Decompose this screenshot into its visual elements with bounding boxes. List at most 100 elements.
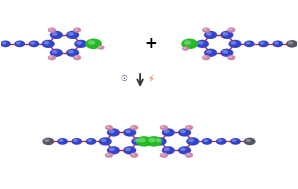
Circle shape (123, 146, 136, 154)
Circle shape (227, 55, 235, 60)
Circle shape (125, 147, 131, 151)
Circle shape (220, 49, 233, 57)
Circle shape (44, 41, 49, 45)
Circle shape (202, 138, 212, 145)
Circle shape (258, 40, 269, 47)
Circle shape (222, 50, 228, 54)
Circle shape (101, 139, 107, 142)
Circle shape (85, 39, 102, 49)
Circle shape (216, 138, 226, 145)
Circle shape (73, 139, 78, 142)
Circle shape (161, 153, 165, 156)
Circle shape (228, 28, 232, 31)
Circle shape (160, 125, 168, 130)
Circle shape (180, 147, 186, 151)
Text: ☉: ☉ (120, 74, 127, 83)
Circle shape (160, 153, 168, 158)
Circle shape (42, 40, 55, 48)
Circle shape (106, 153, 110, 156)
Circle shape (99, 46, 102, 48)
Circle shape (229, 40, 242, 48)
Circle shape (180, 130, 186, 133)
Circle shape (202, 27, 210, 33)
Circle shape (2, 41, 7, 45)
Circle shape (288, 41, 293, 45)
Circle shape (185, 153, 193, 158)
Circle shape (164, 130, 170, 133)
Circle shape (74, 40, 87, 48)
Circle shape (16, 41, 21, 45)
Circle shape (14, 40, 25, 47)
Circle shape (148, 138, 156, 143)
Circle shape (146, 136, 162, 147)
Circle shape (246, 41, 250, 45)
Circle shape (286, 40, 298, 48)
Circle shape (107, 146, 120, 154)
Circle shape (131, 126, 135, 128)
Circle shape (99, 137, 112, 146)
Circle shape (133, 139, 139, 142)
Circle shape (74, 56, 78, 58)
Circle shape (66, 49, 79, 57)
Circle shape (48, 27, 56, 33)
Circle shape (50, 31, 63, 39)
Circle shape (76, 41, 82, 45)
Circle shape (206, 32, 212, 36)
Circle shape (186, 126, 190, 128)
Circle shape (198, 41, 204, 45)
Circle shape (109, 147, 115, 151)
Circle shape (196, 40, 209, 48)
Circle shape (131, 153, 135, 156)
Circle shape (164, 147, 170, 151)
Circle shape (57, 138, 68, 145)
Circle shape (52, 50, 58, 54)
Circle shape (106, 126, 110, 128)
Circle shape (222, 32, 228, 36)
Circle shape (162, 128, 175, 137)
Circle shape (105, 153, 113, 158)
Circle shape (232, 139, 237, 142)
Circle shape (230, 138, 241, 145)
Circle shape (86, 138, 96, 145)
Circle shape (130, 153, 138, 158)
Circle shape (44, 139, 49, 142)
Text: +: + (144, 36, 157, 51)
Circle shape (29, 40, 39, 47)
Circle shape (50, 49, 63, 57)
Circle shape (202, 55, 210, 60)
Circle shape (131, 137, 145, 146)
Circle shape (49, 28, 53, 31)
Circle shape (52, 32, 58, 36)
Circle shape (182, 46, 189, 51)
Circle shape (42, 138, 54, 145)
Circle shape (244, 40, 254, 47)
Circle shape (59, 139, 63, 142)
Circle shape (73, 55, 81, 60)
Circle shape (260, 41, 265, 45)
Circle shape (138, 138, 146, 143)
Circle shape (188, 139, 194, 142)
Circle shape (178, 128, 191, 137)
Circle shape (203, 139, 208, 142)
Circle shape (244, 138, 256, 145)
Circle shape (220, 31, 233, 39)
Circle shape (0, 40, 11, 47)
Circle shape (162, 146, 175, 154)
Circle shape (230, 41, 236, 45)
Circle shape (30, 41, 35, 45)
Circle shape (107, 128, 120, 137)
Circle shape (161, 126, 165, 128)
Circle shape (48, 55, 56, 60)
Circle shape (185, 125, 193, 130)
Circle shape (68, 32, 74, 36)
Circle shape (130, 125, 138, 130)
Circle shape (153, 137, 167, 146)
Circle shape (184, 40, 191, 45)
Circle shape (204, 49, 217, 57)
Circle shape (72, 138, 82, 145)
Circle shape (203, 56, 207, 58)
Circle shape (218, 139, 222, 142)
Circle shape (272, 40, 283, 47)
Circle shape (178, 146, 191, 154)
Circle shape (105, 125, 113, 130)
